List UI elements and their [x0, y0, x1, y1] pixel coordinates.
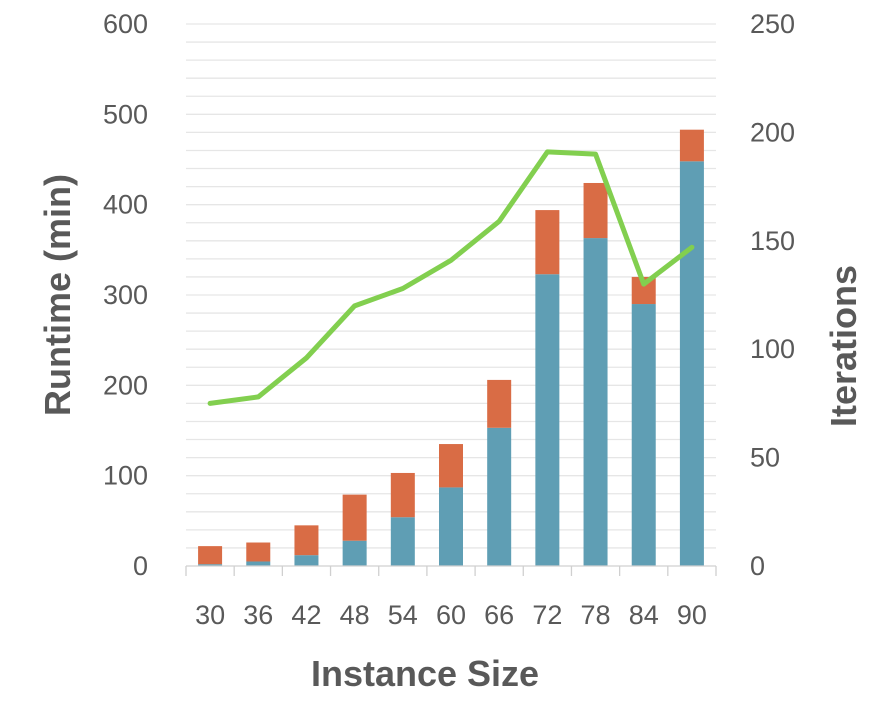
x-tick-label: 30	[195, 600, 225, 630]
bar-segment-2	[198, 546, 223, 565]
x-tick-label: 66	[484, 600, 514, 630]
bar-segment-2	[390, 472, 415, 518]
y-tick-label: 400	[103, 190, 148, 220]
bar-segment-1	[487, 427, 512, 566]
bar-segment-2	[583, 182, 608, 239]
y2-tick-label: 200	[750, 117, 795, 147]
bar-segment-1	[294, 555, 319, 566]
bar-segment-2	[246, 542, 271, 562]
y-tick-label: 100	[103, 461, 148, 491]
x-tick-label: 36	[243, 600, 273, 630]
bar-segment-1	[198, 564, 223, 566]
y2-tick-label: 0	[750, 551, 765, 581]
y2-tick-label: 100	[750, 334, 795, 364]
bar-segment-2	[487, 379, 512, 428]
x-axis-ticks: 30 36 42 48 54 60 66 72 78 84 90	[185, 566, 717, 630]
bar-segment-2	[294, 525, 319, 556]
x-tick-label: 48	[340, 600, 370, 630]
bar-segment-2	[535, 210, 560, 275]
bar-segment-1	[439, 487, 463, 566]
bar-segment-1	[535, 274, 560, 566]
bar-segment-1	[246, 561, 271, 566]
y-tick-label: 200	[103, 370, 148, 400]
y-tick-label: 300	[103, 280, 148, 310]
x-tick-label: 90	[677, 600, 707, 630]
bar-segment-1	[342, 540, 367, 566]
x-tick-label: 54	[388, 600, 418, 630]
bar-segment-2	[679, 129, 704, 162]
bar-segment-1	[631, 304, 656, 566]
y-axis-title: Runtime (min)	[37, 174, 78, 416]
bar-segment-1	[390, 517, 415, 566]
iterations-line	[207, 149, 695, 406]
x-tick-label: 72	[532, 600, 562, 630]
x-tick-label: 84	[629, 600, 659, 630]
stacked-bars	[198, 129, 704, 566]
y-tick-label: 500	[103, 99, 148, 129]
bar-segment-1	[679, 161, 704, 566]
x-tick-label: 42	[291, 600, 321, 630]
y-tick-label: 600	[103, 9, 148, 39]
y-tick-label: 0	[133, 551, 148, 581]
line-series	[207, 149, 695, 406]
bar-segment-1	[583, 238, 608, 566]
y2-tick-label: 50	[750, 443, 780, 473]
y2-tick-label: 150	[750, 226, 795, 256]
bar-segment-2	[342, 494, 367, 541]
bar-segment-2	[439, 444, 463, 488]
y2-tick-label: 250	[750, 9, 795, 39]
y2-axis-title: Iterations	[823, 265, 864, 427]
x-axis-title: Instance Size	[311, 653, 539, 694]
x-tick-label: 78	[581, 600, 611, 630]
gridlines	[186, 23, 716, 549]
left-axis-ticks: 0 100 200 300 400 500 600	[103, 9, 148, 581]
right-axis-ticks: 0 50 100 150 200 250	[750, 9, 795, 581]
x-tick-label: 60	[436, 600, 466, 630]
